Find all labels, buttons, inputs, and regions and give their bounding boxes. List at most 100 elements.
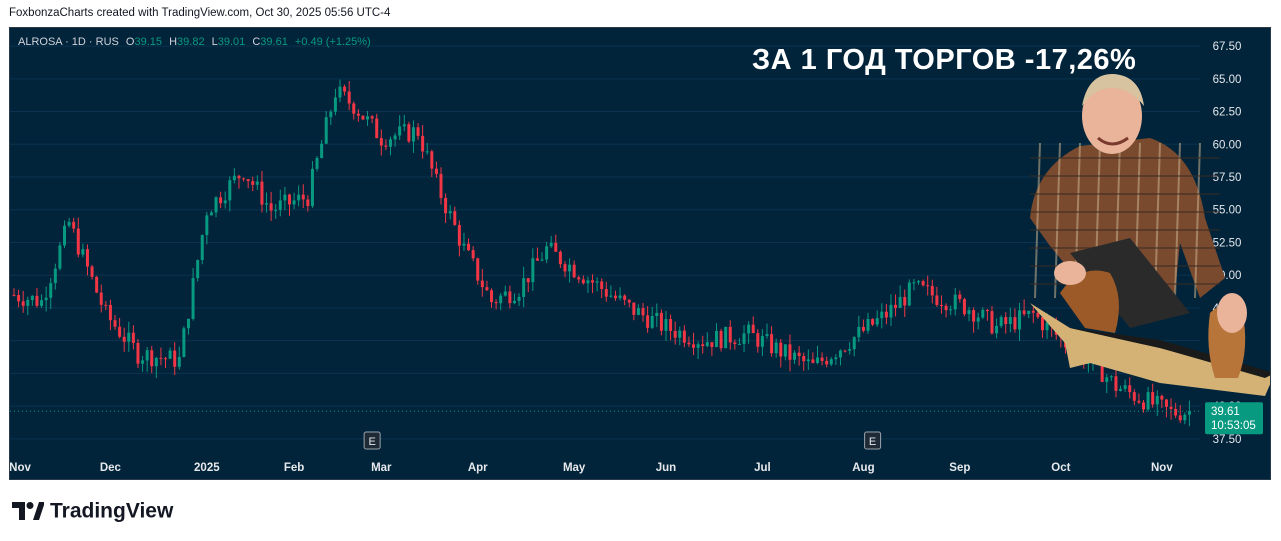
candle-body (81, 249, 85, 255)
candle-body (1119, 388, 1123, 391)
candle-body (861, 326, 865, 331)
candle-body (517, 296, 521, 301)
candle-body (402, 124, 406, 127)
candle-body (747, 324, 751, 334)
candle-body (333, 97, 337, 112)
candle-body (182, 328, 186, 357)
candle-body (604, 289, 608, 297)
plane-sole (1070, 328, 1270, 378)
candle-body (1036, 312, 1040, 318)
candle-body (710, 342, 714, 348)
candle-body (669, 319, 673, 331)
x-tick-label: Mar (371, 462, 392, 474)
candle-body (301, 194, 305, 200)
candle-body (476, 258, 480, 281)
candle-body (623, 295, 627, 300)
brand-name: TradingView (50, 499, 174, 523)
candle-body (512, 300, 516, 304)
candle-body (724, 326, 728, 349)
candle-body (1045, 322, 1049, 331)
candle-body (1178, 415, 1182, 421)
candle-body (962, 299, 966, 315)
change-value: +0.49 (+1.25%) (294, 36, 371, 48)
candle-body (40, 300, 44, 306)
candle-body (393, 135, 397, 140)
price-chart[interactable]: 67.50 65.00 62.50 60.00 57.50 55.00 52.50 50.00… (9, 27, 1271, 480)
candle-body (329, 111, 333, 118)
candle-body (549, 242, 553, 247)
candle-body (857, 326, 861, 338)
candle-body (871, 318, 875, 325)
candle-body (958, 294, 962, 300)
candle-body (558, 251, 562, 265)
candle-body (58, 245, 62, 269)
candle-body (343, 86, 347, 92)
candle-body (1187, 411, 1191, 415)
candle-body (797, 352, 801, 357)
candle-body (388, 139, 392, 147)
candle-body (439, 173, 443, 198)
candle-body (917, 281, 921, 283)
countdown-label: 10:53:05 (1211, 420, 1256, 432)
candle-body (1114, 376, 1118, 391)
candle-body (141, 360, 145, 364)
candle-body (641, 308, 645, 316)
candle-body (568, 264, 572, 272)
high-value: 39.82 (177, 36, 205, 48)
candle-body (379, 138, 383, 146)
candle-body (701, 344, 705, 347)
candle-body (944, 305, 948, 311)
candle-body (884, 311, 888, 318)
candle-body (636, 308, 640, 315)
open-key: O (125, 36, 135, 48)
earnings-marker-label: E (869, 436, 876, 448)
candle-body (223, 200, 227, 204)
candle-body (361, 115, 365, 120)
y-tick-label: 62.50 (1213, 107, 1242, 119)
y-tick-label: 37.50 (1213, 434, 1242, 446)
candle-body (650, 315, 654, 328)
candle-body (356, 113, 360, 116)
hand-right (1217, 293, 1247, 333)
candle-body (981, 309, 985, 318)
candle-body (12, 294, 16, 296)
candle-body (283, 194, 287, 201)
candle-body (384, 145, 388, 147)
candle-body (522, 278, 526, 297)
candle-body (17, 295, 21, 302)
candle-body (756, 333, 760, 347)
candle-body (352, 103, 356, 114)
x-tick-label: Nov (1151, 462, 1173, 474)
man-with-wood-plane-image (1030, 73, 1270, 396)
hair (1082, 73, 1144, 106)
candle-body (310, 168, 314, 207)
candle-body (228, 180, 232, 201)
candlestick-plot[interactable]: 67.5065.0062.5060.0057.5055.0052.5050.00… (10, 28, 1271, 480)
candle-body (242, 178, 246, 180)
smile (1097, 136, 1129, 146)
candle-body (67, 221, 71, 226)
tradingview-brand[interactable]: TradingView (12, 499, 173, 523)
candle-body (898, 297, 902, 308)
candle-body (806, 359, 810, 362)
x-tick-label: Apr (468, 462, 488, 474)
candle-body (581, 279, 585, 284)
candle-body (72, 221, 76, 229)
candle-body (939, 304, 943, 306)
candle-body (1137, 400, 1141, 403)
candle-body (926, 285, 930, 287)
candle-body (407, 124, 411, 142)
candle-body (398, 126, 402, 136)
candle-body (265, 203, 269, 205)
candle-body (811, 359, 815, 363)
candle-body (508, 291, 512, 304)
candle-body (889, 304, 893, 318)
x-tick-label: Aug (852, 462, 874, 474)
candle-body (627, 299, 631, 303)
candle-body (788, 344, 792, 360)
overlay-title: ЗА 1 ГОД ТОРГОВ -17,26% (752, 44, 1137, 76)
candle-body (535, 258, 539, 261)
candle-body (214, 197, 218, 213)
candle-body (894, 304, 898, 308)
low-value: 39.01 (217, 36, 246, 48)
